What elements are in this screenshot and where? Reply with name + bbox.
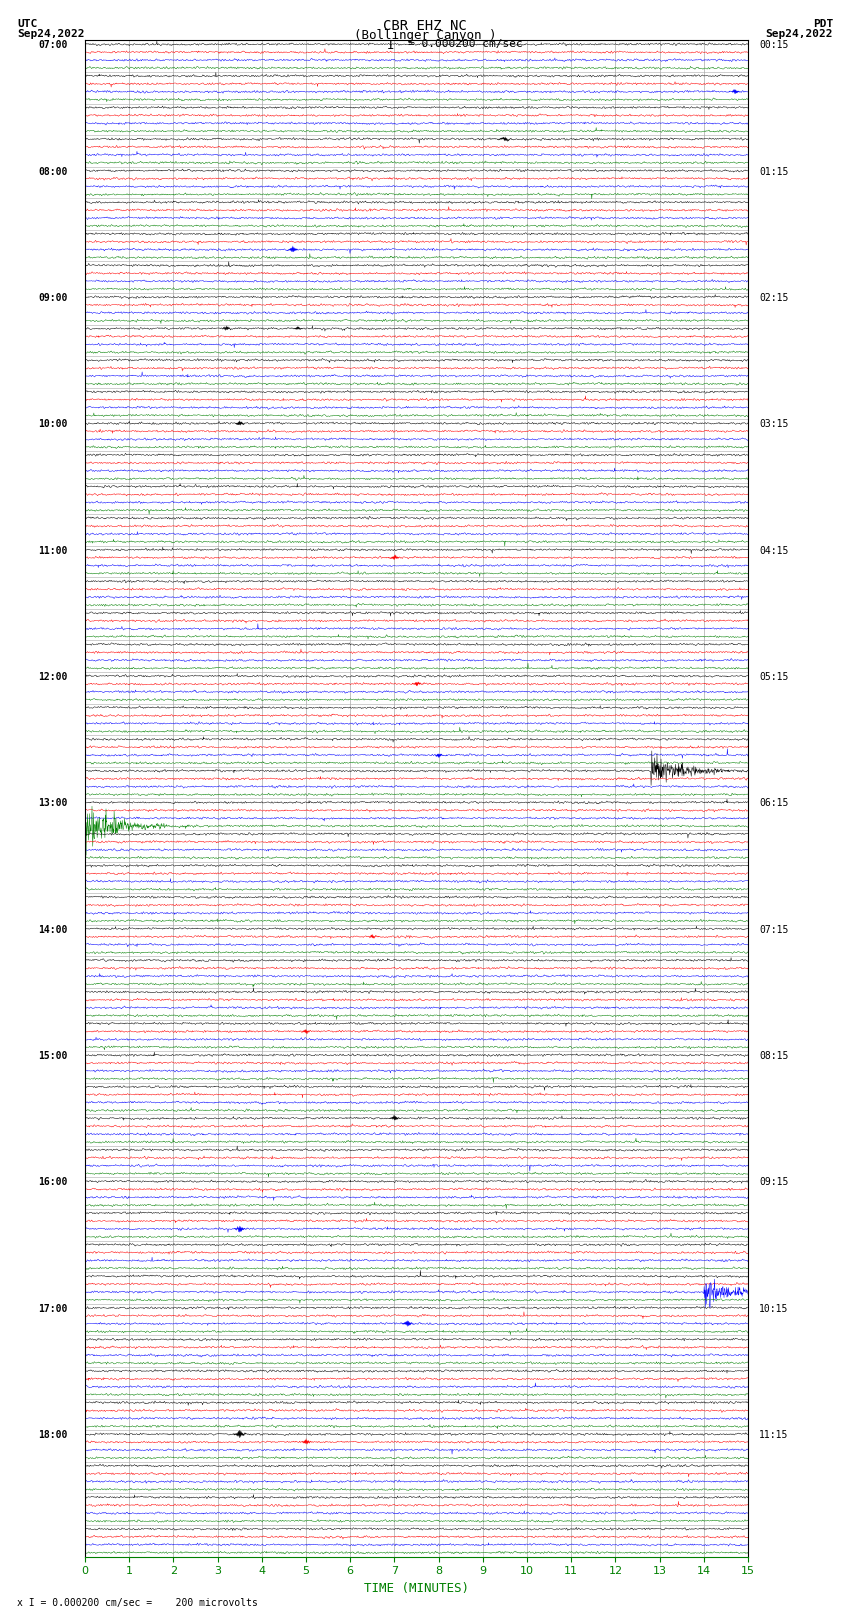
Text: 09:15: 09:15 — [759, 1177, 789, 1187]
Text: 02:15: 02:15 — [759, 294, 789, 303]
Text: 15:00: 15:00 — [38, 1052, 67, 1061]
Text: 03:15: 03:15 — [759, 419, 789, 429]
Text: 07:15: 07:15 — [759, 924, 789, 936]
Text: 17:00: 17:00 — [38, 1303, 67, 1315]
Text: 10:15: 10:15 — [759, 1303, 789, 1315]
Text: UTC: UTC — [17, 19, 37, 29]
Text: 11:00: 11:00 — [38, 545, 67, 556]
Text: 00:15: 00:15 — [759, 40, 789, 50]
Text: (Bollinger Canyon ): (Bollinger Canyon ) — [354, 29, 496, 42]
Text: 07:00: 07:00 — [38, 40, 67, 50]
Text: 05:15: 05:15 — [759, 673, 789, 682]
Text: = 0.000200 cm/sec: = 0.000200 cm/sec — [408, 39, 523, 48]
Text: 14:00: 14:00 — [38, 924, 67, 936]
Text: 08:15: 08:15 — [759, 1052, 789, 1061]
Text: 16:00: 16:00 — [38, 1177, 67, 1187]
Text: 12:00: 12:00 — [38, 673, 67, 682]
Text: 18:00: 18:00 — [38, 1431, 67, 1440]
X-axis label: TIME (MINUTES): TIME (MINUTES) — [364, 1582, 469, 1595]
Text: 11:15: 11:15 — [759, 1431, 789, 1440]
Text: CBR EHZ NC: CBR EHZ NC — [383, 19, 467, 34]
Text: 08:00: 08:00 — [38, 166, 67, 177]
Text: Sep24,2022: Sep24,2022 — [17, 29, 84, 39]
Text: I: I — [388, 39, 394, 52]
Text: 06:15: 06:15 — [759, 798, 789, 808]
Text: 10:00: 10:00 — [38, 419, 67, 429]
Text: 01:15: 01:15 — [759, 166, 789, 177]
Text: 04:15: 04:15 — [759, 545, 789, 556]
Text: 09:00: 09:00 — [38, 294, 67, 303]
Text: 13:00: 13:00 — [38, 798, 67, 808]
Text: PDT: PDT — [813, 19, 833, 29]
Text: x I = 0.000200 cm/sec =    200 microvolts: x I = 0.000200 cm/sec = 200 microvolts — [17, 1598, 258, 1608]
Text: Sep24,2022: Sep24,2022 — [766, 29, 833, 39]
